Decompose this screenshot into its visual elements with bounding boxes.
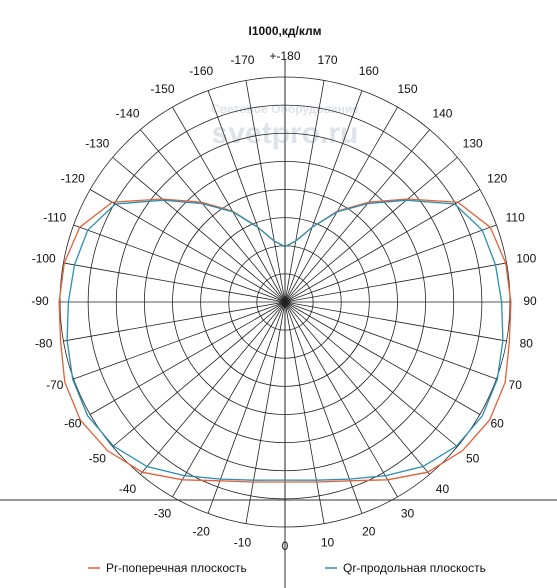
theta-tick-label: -160 [189,64,213,78]
theta-tick-label: -140 [116,106,140,120]
grid-spoke [284,157,458,303]
grid-spoke [284,301,430,475]
grid-spoke [284,301,497,380]
grid-spoke [73,301,286,380]
theta-tick-label: -20 [193,524,211,538]
theta-tick-label: 30 [401,506,415,520]
series-line [66,199,504,481]
grid-spoke [172,301,286,498]
theta-tick-label: -110 [43,210,66,224]
chart-title: I1000,кд/клм [249,24,322,38]
grid-spoke [284,189,481,303]
theta-tick-label: -130 [85,137,109,151]
theta-tick-label: 160 [359,64,379,78]
grid-spoke [284,90,363,303]
theta-tick-label: 40 [436,482,450,496]
grid-spoke [245,301,286,524]
grid-spoke [172,106,286,303]
theta-tick-label: 90 [523,294,537,308]
theta-tick-label: 100 [516,252,536,266]
grid-spoke [140,129,286,303]
legend-label: Pr-поперечная плоскость [106,561,247,575]
theta-tick-label: 10 [321,535,335,549]
grid-spoke [284,224,497,303]
grid-spoke [112,157,286,303]
theta-tick-label: 130 [463,137,483,151]
theta-tick-label: 110 [506,210,525,224]
grid-spoke [284,129,430,303]
grid-spoke [89,189,286,303]
theta-tick-label: -100 [32,252,56,266]
series-line [58,198,512,483]
grid-spoke [245,80,286,303]
theta-tick-label: 150 [397,82,417,96]
grid-spoke [284,301,363,514]
grid-spoke [89,301,286,415]
theta-tick-label: -150 [150,82,174,96]
theta-tick-label: 0 [282,539,289,553]
grid-spoke [284,262,507,303]
grid-spoke [207,90,286,303]
theta-tick-label: 50 [466,452,480,466]
theta-tick-label: -70 [46,378,64,392]
theta-tick-label: 120 [487,172,507,186]
grid-spoke [284,301,325,524]
theta-tick-label: -80 [35,337,53,351]
theta-tick-label: 140 [432,106,452,120]
theta-tick-label: 170 [318,53,338,67]
theta-tick-label: -120 [61,172,85,186]
grid-spoke [140,301,286,475]
theta-tick-label: -40 [119,482,137,496]
theta-tick-label: 20 [362,524,376,538]
theta-tick-label: -90 [31,294,49,308]
theta-tick-label: 70 [509,378,523,392]
theta-tick-label: 80 [520,337,534,351]
grid-spoke [63,262,286,303]
grid-spoke [284,80,325,303]
theta-tick-label: -10 [234,535,252,549]
grid-spoke [284,106,398,303]
grid-spoke [284,301,481,415]
theta-tick-label: -30 [154,506,172,520]
grid-spoke [284,301,458,447]
grid-spoke [112,301,286,447]
grid-spoke [63,301,286,342]
grid-spoke [207,301,286,514]
theta-tick-label: +-180 [269,49,300,63]
theta-tick-label: -170 [230,53,254,67]
grid-spoke [284,301,507,342]
grid-spoke [73,224,286,303]
grid-spoke [284,301,398,498]
legend-label: Qr-продольная плоскость [343,561,486,575]
theta-tick-label: -60 [64,417,82,431]
theta-tick-label: -50 [89,452,107,466]
theta-tick-label: 60 [490,417,504,431]
